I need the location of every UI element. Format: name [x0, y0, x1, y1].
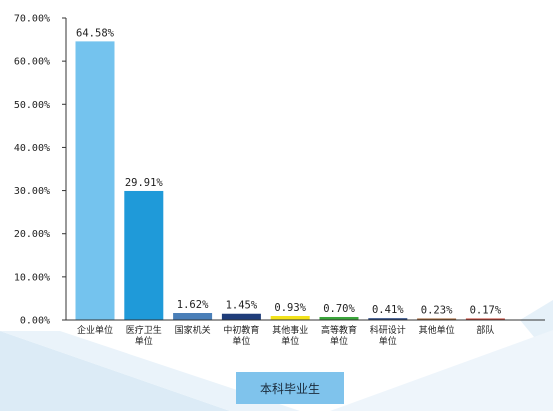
bar [124, 190, 164, 320]
bar [173, 313, 213, 320]
category-label: 其他事业单位 [272, 324, 308, 347]
y-axis: 0.00% 10.00% 20.00% 30.00% 40.00% 50.00% 60.00… [14, 14, 66, 327]
y-tick-label: 30.00% [14, 186, 50, 197]
category-label: 部队 [476, 324, 494, 336]
bar [270, 315, 310, 320]
category-label: 中初教育单位 [223, 324, 259, 347]
category-label: 其他单位 [419, 324, 455, 336]
data-label: 64.58% [76, 27, 115, 39]
data-label: 0.17% [470, 305, 502, 317]
y-tick-label: 0.00% [20, 316, 50, 327]
data-label: 0.23% [421, 305, 453, 317]
category-label: 医疗卫生单位 [126, 324, 162, 347]
data-label: 29.91% [125, 177, 164, 189]
bar [465, 318, 505, 320]
bar [75, 41, 115, 321]
category-label: 企业单位 [77, 324, 113, 336]
bar [368, 318, 408, 320]
footer-label: 本科毕业生 [236, 372, 344, 404]
category-label: 科研设计单位 [370, 324, 406, 347]
bar [319, 316, 359, 320]
bar [221, 313, 261, 320]
y-tick-label: 20.00% [14, 229, 50, 240]
y-tick-label: 40.00% [14, 143, 50, 154]
y-tick-label: 50.00% [14, 100, 50, 111]
data-labels: 64.58% 29.91% 1.62% 1.45% 0.93% 0.70% 0.41% 0.2… [76, 27, 502, 316]
bars [75, 41, 505, 321]
data-label: 0.41% [372, 304, 404, 316]
y-tick-label: 10.00% [14, 272, 50, 283]
data-label: 0.70% [323, 303, 355, 315]
y-tick-label: 70.00% [14, 14, 50, 25]
data-label: 1.45% [226, 300, 258, 312]
y-tick-label: 60.00% [14, 57, 50, 68]
category-label: 国家机关 [175, 324, 211, 336]
data-label: 1.62% [177, 299, 209, 311]
bar [417, 318, 457, 320]
category-label: 高等教育单位 [321, 324, 357, 347]
data-label: 0.93% [274, 302, 306, 314]
